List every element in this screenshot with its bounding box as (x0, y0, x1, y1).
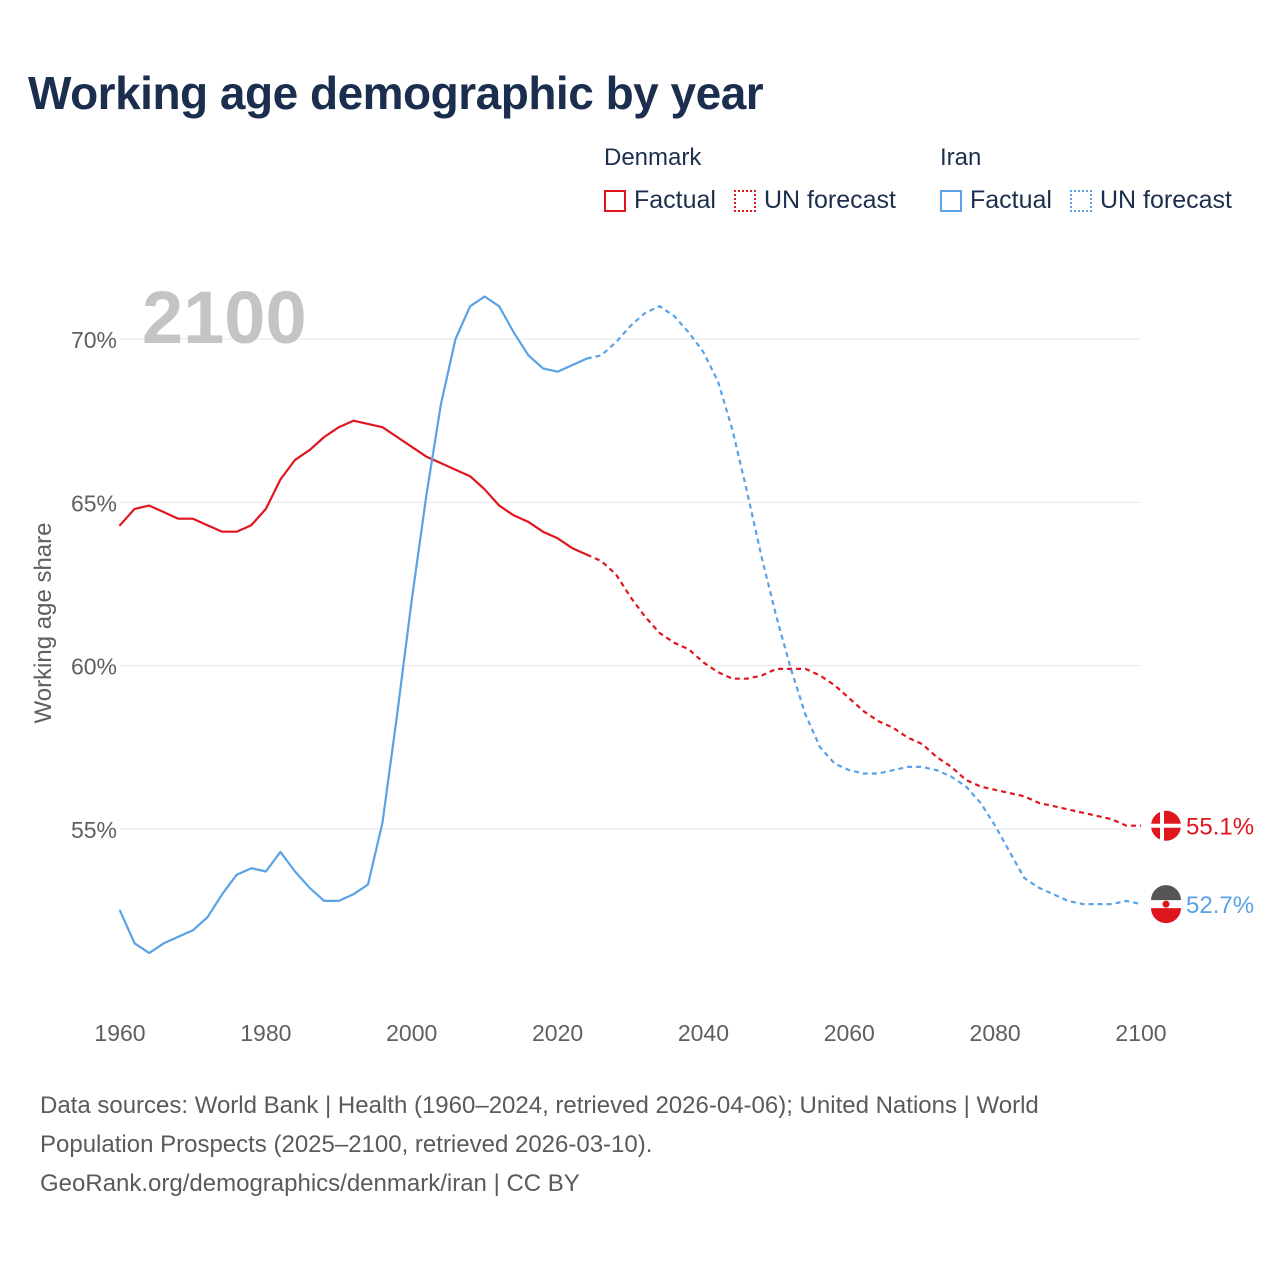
y-tick-label: 65% (71, 490, 117, 516)
legend-swatch-denmark-forecast (733, 189, 756, 212)
end-value-label-denmark: 55.1% (1186, 814, 1254, 841)
legend-denmark-forecast[interactable]: UN forecast (733, 186, 896, 215)
x-tick-label: 2100 (1115, 1020, 1166, 1046)
x-tick-label: 2000 (386, 1020, 437, 1046)
series-line-iran-factual[interactable] (118, 295, 588, 955)
end-markers: 55.1% 52.7% (1151, 810, 1254, 924)
series-line-denmark-factual[interactable] (118, 419, 588, 556)
end-value-label-iran: 52.7% (1186, 892, 1254, 919)
x-tick-label: 1980 (240, 1020, 291, 1046)
series-line-iran-forecast[interactable] (586, 305, 1142, 906)
footer-line-3[interactable]: GeoRank.org/demographics/denmark/iran | … (40, 1170, 580, 1197)
legend-label-denmark-forecast: UN forecast (763, 186, 896, 214)
x-tick-label: 2040 (678, 1020, 729, 1046)
legend-label-iran-forecast: UN forecast (1099, 186, 1232, 214)
legend-label-denmark-factual: Factual (634, 186, 716, 214)
footer-line-2: Population Prospects (2025–2100, retriev… (40, 1131, 653, 1158)
year-watermark: 2100 (142, 276, 307, 359)
chart-title: Working age demographic by year (28, 67, 764, 119)
series-line-denmark-forecast[interactable] (586, 553, 1141, 827)
legend-country-denmark: Denmark (604, 144, 702, 171)
legend-country-iran: Iran (940, 144, 982, 171)
x-tick-label: 1960 (94, 1020, 145, 1046)
legend-label-iran-factual: Factual (970, 186, 1052, 214)
axes: 55% 60% 65% 70% 1960 1980 2000 2020 2040 2060 2080… (71, 327, 1167, 1046)
end-marker-denmark-flag-icon (1151, 810, 1181, 841)
legend-swatch-iran-forecast (1069, 189, 1092, 212)
footer-sources: Data sources: World Bank | Health (1960–… (40, 1086, 1240, 1203)
x-tick-label: 2060 (824, 1020, 875, 1046)
legend-group-denmark: Denmark Factual UN forecast (604, 144, 914, 215)
series-lines (118, 295, 1142, 955)
y-tick-label: 55% (71, 817, 117, 843)
x-tick-label: 2080 (970, 1020, 1021, 1046)
y-tick-label: 70% (71, 327, 117, 353)
legend-denmark-factual[interactable]: Factual (604, 186, 716, 215)
legend-swatch-iran-factual (940, 189, 962, 212)
footer-line-1: Data sources: World Bank | Health (1960–… (40, 1092, 1039, 1119)
y-axis-label: Working age share (30, 523, 57, 724)
legend-swatch-denmark-factual (604, 189, 626, 212)
legend-group-iran: Iran Factual UN forecast (940, 144, 1250, 215)
grid-lines (120, 338, 1141, 830)
y-tick-label: 60% (71, 654, 117, 680)
end-marker-iran-flag-icon (1151, 885, 1181, 924)
legend-iran-forecast[interactable]: UN forecast (1069, 186, 1232, 215)
legend-iran-factual[interactable]: Factual (940, 186, 1052, 215)
x-tick-label: 2020 (532, 1020, 583, 1046)
